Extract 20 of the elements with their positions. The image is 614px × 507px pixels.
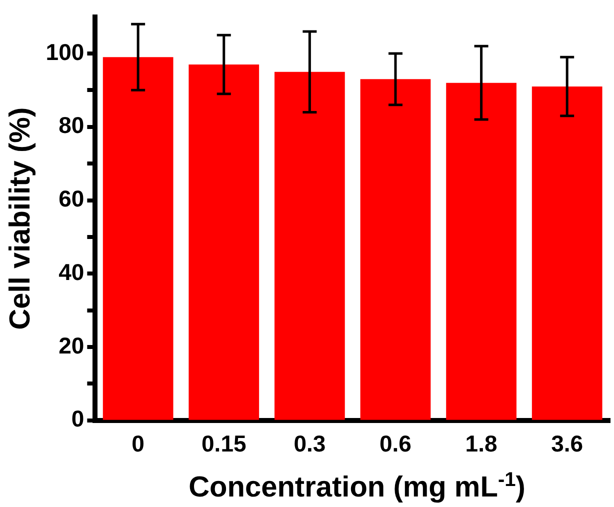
y-tick-label: 0 <box>71 406 84 432</box>
x-tick-label: 0.15 <box>202 430 246 457</box>
y-tick-label: 40 <box>58 258 84 285</box>
bar <box>446 82 516 420</box>
x-axis-title: Concentration (mg mL$^{-1}$) <box>188 468 526 506</box>
bar <box>274 72 345 420</box>
y-axis-title: Cell viability (%) <box>4 107 36 330</box>
y-tick-label: 20 <box>58 332 84 358</box>
x-tick-label: 0.3 <box>294 430 326 457</box>
bar <box>360 79 431 420</box>
bar <box>188 64 260 420</box>
y-tick-label: 100 <box>46 38 84 65</box>
x-tick-label: 0.6 <box>379 430 412 457</box>
y-tick-label: 60 <box>58 186 84 212</box>
bar <box>102 57 174 420</box>
y-tick-label: 80 <box>58 112 84 138</box>
x-tick-label: 0 <box>132 430 144 457</box>
x-tick-label: 3.6 <box>551 430 584 457</box>
bar <box>532 86 602 420</box>
x-tick-label: 1.8 <box>465 430 498 457</box>
